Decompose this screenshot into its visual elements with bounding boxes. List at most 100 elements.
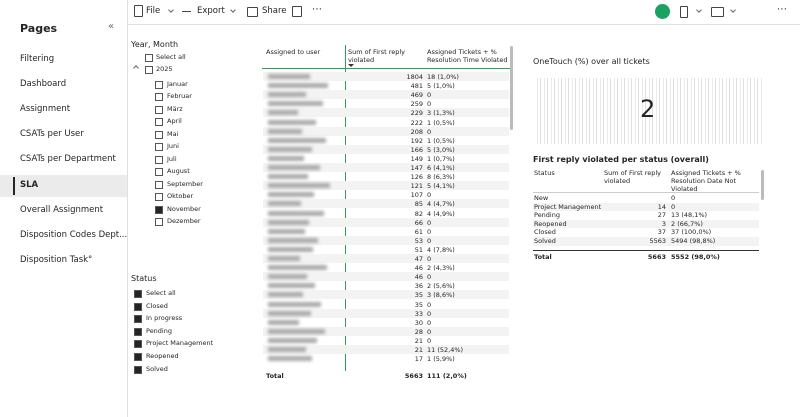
toolbar-right-more[interactable]: ⋯ (777, 4, 787, 15)
file-chevron[interactable] (168, 7, 174, 13)
cell-text: 0 (427, 191, 432, 200)
slicer-item[interactable]: August (167, 167, 190, 176)
status-box[interactable] (134, 290, 142, 298)
export-icon[interactable] (182, 11, 191, 12)
view-chevron[interactable] (730, 7, 736, 13)
cell-text: 0 (427, 336, 432, 345)
toolbar-more[interactable]: ⋯ (312, 4, 322, 15)
cell-number: 121 (410, 182, 423, 191)
status-box[interactable] (134, 327, 142, 336)
slicer-item[interactable]: Select all (146, 289, 176, 297)
share-icon[interactable] (247, 7, 258, 17)
slicer-item[interactable]: 2025 (156, 65, 173, 73)
nav-page[interactable]: Dashboard (20, 79, 67, 90)
nav-page[interactable]: CSATs per User (20, 129, 84, 140)
month-box[interactable] (155, 81, 163, 89)
month-box[interactable] (155, 130, 163, 139)
cell-number: 5563 (649, 237, 666, 245)
cell-text: 2 (66,7%) (671, 219, 703, 228)
slicer-item[interactable]: Solved (146, 364, 168, 373)
slicer-item[interactable]: Mai (167, 129, 179, 138)
toolbar-file[interactable]: File (146, 6, 161, 16)
slicer-item[interactable]: Pending (146, 326, 172, 335)
select-all-box[interactable] (145, 54, 153, 62)
header-line (533, 192, 759, 193)
slicer-item[interactable]: September (167, 179, 203, 188)
slicer-item[interactable]: Oktober (167, 192, 194, 201)
status-box[interactable] (134, 365, 142, 374)
month-box[interactable] (155, 205, 163, 214)
slicer-item[interactable]: In progress (146, 314, 183, 323)
user-name-redacted (268, 146, 312, 152)
cell-number: 21 (414, 336, 423, 345)
bookmark-chevron[interactable] (696, 7, 702, 13)
slicer-item[interactable]: Januar (167, 80, 188, 88)
status-box[interactable] (134, 353, 142, 361)
cell-number: 51 (414, 245, 423, 254)
toolbar-border (128, 24, 800, 25)
status-table-scrollbar[interactable] (761, 170, 764, 200)
slicer-item[interactable]: Februar (167, 92, 192, 101)
slicer-item[interactable]: Reopened (146, 352, 179, 360)
status-box[interactable] (134, 302, 142, 311)
cell-text: 8 (6,3%) (427, 173, 455, 182)
month-box[interactable] (155, 168, 163, 177)
user-table-scrollbar[interactable] (510, 46, 513, 130)
nav-collapse[interactable]: « (108, 21, 115, 32)
cell-number: 126 (410, 173, 423, 182)
sync-icon[interactable] (655, 4, 670, 19)
slicer-item[interactable]: November (167, 204, 201, 213)
file-icon[interactable] (134, 5, 143, 17)
month-box[interactable] (155, 193, 163, 202)
nav-page[interactable]: SLA (20, 179, 39, 190)
month-box[interactable] (155, 143, 163, 152)
row-stripe (263, 90, 509, 100)
month-box[interactable] (155, 93, 163, 102)
column-header: Assigned Tickets + % Resolution Time Vio… (427, 48, 508, 64)
slicer-item[interactable]: Project Management (146, 339, 214, 348)
bookmark-icon[interactable] (680, 6, 688, 18)
nav-page[interactable]: Disposition Task° (20, 254, 93, 265)
month-box[interactable] (155, 155, 163, 164)
row-stripe (263, 126, 509, 136)
user-name-redacted (268, 219, 309, 225)
year-box[interactable] (145, 66, 153, 74)
cell-text: 0 (427, 273, 432, 282)
toolbar-export[interactable]: Export (197, 6, 225, 16)
slicer-item[interactable]: Dezember (167, 216, 201, 225)
subscribe-icon[interactable] (292, 6, 302, 17)
table-title: First reply violated per status (overall… (533, 155, 709, 164)
nav-page[interactable]: Assignment (20, 104, 71, 115)
year-caret[interactable] (133, 65, 139, 71)
toolbar-share[interactable]: Share (262, 6, 287, 16)
slicer-item[interactable]: Closed (146, 301, 168, 310)
export-chevron[interactable] (230, 7, 236, 13)
month-box[interactable] (155, 118, 163, 127)
month-box[interactable] (155, 105, 163, 114)
month-box[interactable] (155, 217, 163, 226)
row-stripe (263, 235, 509, 245)
slicer-item[interactable]: Juni (167, 142, 179, 151)
view-icon[interactable] (711, 7, 724, 17)
slicer-item[interactable]: Juli (167, 154, 177, 163)
user-name-redacted (268, 74, 310, 79)
nav-page[interactable]: Filtering (20, 54, 55, 64)
cell-number: 259 (410, 100, 423, 109)
slicer-item[interactable]: Select all (156, 53, 186, 61)
row-stripe (263, 144, 509, 154)
month-box[interactable] (155, 180, 163, 189)
cell-text: 0 (427, 218, 432, 227)
total-label: Total (534, 253, 552, 261)
cell-text: 0 (427, 100, 432, 109)
cell-text: 2 (5,6%) (427, 282, 455, 291)
nav-page[interactable]: Disposition Codes Dept... (20, 229, 128, 240)
nav-page[interactable]: Overall Assignment (20, 204, 104, 215)
cell-number: 481 (410, 82, 423, 91)
card-value: 2 (640, 95, 656, 123)
status-box[interactable] (134, 340, 142, 349)
slicer-item[interactable]: April (167, 117, 182, 126)
slicer-item[interactable]: März (167, 104, 183, 113)
nav-page[interactable]: CSATs per Department (20, 154, 116, 165)
cell-text: 0 (671, 194, 676, 202)
status-box[interactable] (134, 315, 142, 324)
